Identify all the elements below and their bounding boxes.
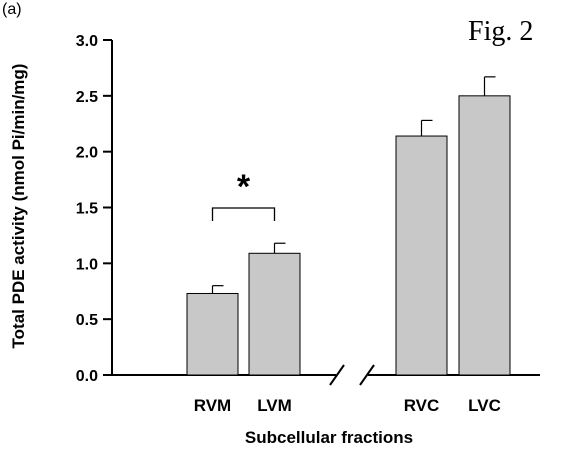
- y-tick-label: 0.0: [76, 368, 98, 385]
- x-tick-label: LVC: [468, 396, 501, 415]
- significance-bracket: [211, 207, 276, 221]
- axis-break-mark: [329, 364, 345, 386]
- panel-label: (a): [2, 1, 22, 18]
- y-tick-label: 2.5: [76, 89, 98, 106]
- x-axis-label: Subcellular fractions: [245, 428, 413, 447]
- y-tick-label: 2.0: [76, 145, 98, 162]
- figure-label: Fig. 2: [468, 16, 533, 47]
- y-tick-label: 1.5: [76, 201, 98, 218]
- y-axis-label: Total PDE activity (nmol Pi/min/mg): [9, 64, 28, 349]
- bar-rvm: [186, 292, 239, 376]
- bar-rvc: [395, 135, 448, 376]
- bar-lvc: [458, 95, 511, 376]
- y-tick-label: 1.0: [76, 256, 98, 273]
- axis-break-mark: [359, 364, 375, 386]
- x-tick-label: LVM: [257, 396, 292, 415]
- x-tick-label: RVC: [404, 396, 440, 415]
- y-tick-label: 0.5: [76, 312, 98, 329]
- y-tick-label: 3.0: [76, 33, 98, 50]
- plot-area: 0.0 0.5 1.0 1.5 2.0 2.5 3.0 RVM LVM RVC LVC *: [76, 33, 540, 415]
- x-tick-label: RVM: [194, 396, 231, 415]
- significance-marker: *: [237, 168, 251, 206]
- bar-lvm: [248, 252, 301, 376]
